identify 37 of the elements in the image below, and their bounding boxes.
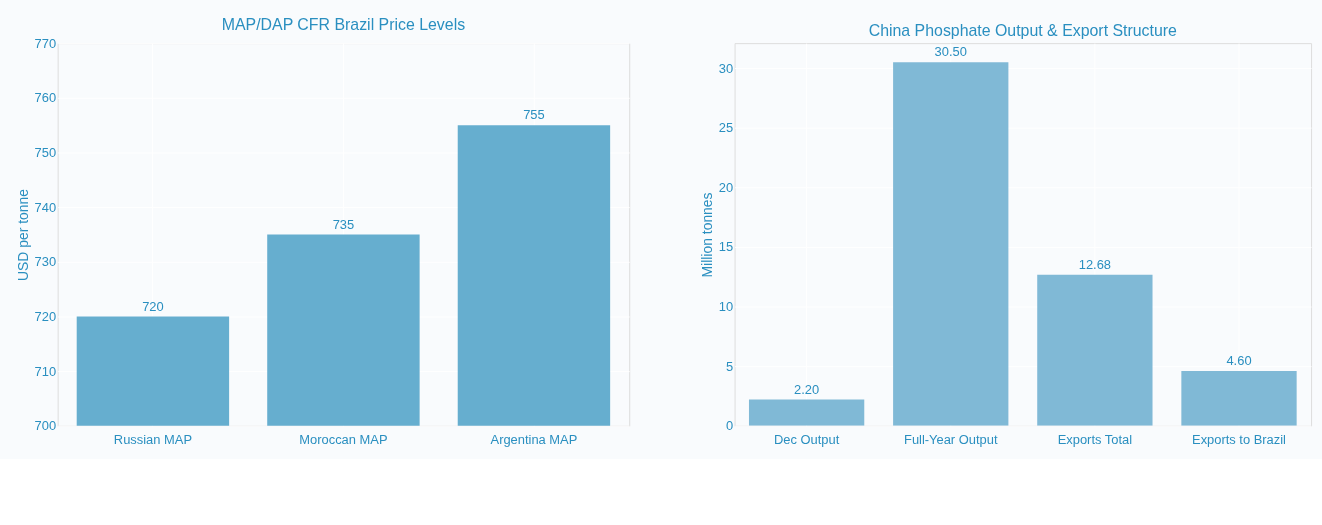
data-label: 2.20 (794, 381, 820, 397)
y-tick-label: 5 (725, 358, 734, 374)
chart-title: MAP/DAP CFR Brazil Price Levels (221, 16, 466, 34)
x-tick-label: Argentina MAP (490, 432, 578, 448)
x-tick-label: Russian MAP (113, 432, 192, 448)
x-tick-label: Exports Total (1057, 432, 1133, 448)
bar (1181, 370, 1297, 426)
y-tick-label: 750 (34, 144, 57, 160)
data-label: 735 (332, 216, 355, 232)
data-label: 30.50 (934, 44, 967, 60)
y-tick-label: 30 (718, 60, 734, 76)
x-tick-label: Dec Output (773, 432, 840, 448)
y-axis-title: Million tonnes (698, 192, 715, 278)
y-tick-label: 20 (718, 179, 734, 195)
y-tick-label: 25 (718, 120, 734, 136)
chart-title: China Phosphate Output & Export Structure (868, 22, 1178, 40)
data-label: 12.68 (1078, 256, 1112, 272)
x-tick-label: Moroccan MAP (299, 432, 388, 448)
x-tick-label: Exports to Brazil (1192, 432, 1286, 448)
bar (1037, 274, 1153, 426)
data-label: 720 (142, 298, 164, 314)
y-tick-label: 0 (725, 418, 734, 434)
y-tick-label: 720 (34, 308, 57, 324)
y-tick-label: 710 (34, 363, 57, 379)
bar (748, 399, 865, 426)
y-tick-label: 700 (34, 418, 57, 434)
y-tick-label: 730 (34, 254, 57, 270)
data-label: 4.60 (1226, 353, 1252, 369)
y-tick-label: 760 (34, 90, 57, 106)
y-tick-label: 10 (718, 299, 734, 315)
data-label: 755 (523, 107, 545, 123)
x-tick-label: Full-Year Output (904, 432, 998, 448)
bar (893, 62, 1009, 426)
y-tick-label: 740 (34, 199, 57, 215)
y-axis-title: USD per tonne (14, 188, 31, 281)
y-tick-label: 770 (34, 35, 57, 51)
y-tick-label: 15 (718, 239, 734, 255)
